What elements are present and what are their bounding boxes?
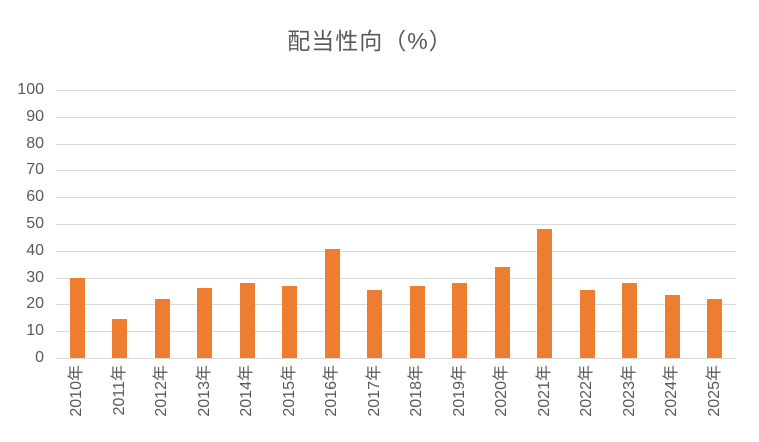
x-axis-tick-label: 2025年	[706, 365, 723, 417]
y-axis-tick-label: 70	[26, 161, 44, 178]
bar-2010[interactable]	[70, 278, 85, 358]
chart-title: 配当性向（%）	[287, 28, 453, 54]
x-axis-tick-label: 2017年	[366, 365, 383, 417]
x-axis-tick-label: 2020年	[493, 365, 510, 417]
x-axis-tick-label: 2018年	[408, 365, 425, 417]
y-axis-tick-label: 80	[26, 135, 44, 152]
bar-2025[interactable]	[707, 299, 722, 358]
bar-2013[interactable]	[197, 288, 212, 358]
y-axis-tick-label: 60	[26, 188, 44, 205]
gridline	[56, 224, 736, 225]
bar-2016[interactable]	[325, 249, 340, 358]
gridline	[56, 331, 736, 332]
y-axis-tick-label: 50	[26, 215, 44, 232]
bar-2017[interactable]	[367, 290, 382, 358]
bar-2024[interactable]	[665, 295, 680, 358]
x-axis-tick-label: 2021年	[536, 365, 553, 417]
x-axis-tick-label: 2024年	[663, 365, 680, 417]
bar-2014[interactable]	[240, 283, 255, 358]
gridline	[56, 278, 736, 279]
x-axis-tick-label: 2023年	[621, 365, 638, 417]
x-axis-tick-label: 2016年	[323, 365, 340, 417]
x-axis-tick-label: 2013年	[196, 365, 213, 417]
y-axis-tick-label: 10	[26, 322, 44, 339]
x-axis-tick-label: 2015年	[281, 365, 298, 417]
bar-2023[interactable]	[622, 283, 637, 358]
x-axis-tick-label: 2011年	[111, 365, 128, 416]
x-axis-tick-label: 2019年	[451, 365, 468, 417]
gridline	[56, 90, 736, 91]
y-axis-tick-label: 100	[17, 81, 44, 98]
bar-2021[interactable]	[537, 229, 552, 358]
x-axis-line	[56, 358, 736, 359]
x-axis-tick-label: 2014年	[238, 365, 255, 417]
gridline	[56, 117, 736, 118]
bar-2015[interactable]	[282, 286, 297, 358]
y-axis-tick-label: 20	[26, 295, 44, 312]
gridline	[56, 304, 736, 305]
x-axis-tick-label: 2010年	[68, 365, 85, 417]
x-axis-tick-label: 2022年	[578, 365, 595, 417]
gridline	[56, 170, 736, 171]
y-axis-tick-label: 40	[26, 242, 44, 259]
y-axis-tick-label: 30	[26, 269, 44, 286]
bar-2022[interactable]	[580, 290, 595, 358]
x-axis-tick-label: 2012年	[153, 365, 170, 417]
gridline	[56, 251, 736, 252]
bar-2018[interactable]	[410, 286, 425, 358]
y-axis-tick-label: 90	[26, 108, 44, 125]
bar-2019[interactable]	[452, 283, 467, 358]
gridline	[56, 197, 736, 198]
bar-2020[interactable]	[495, 267, 510, 358]
bar-2011[interactable]	[112, 319, 127, 358]
gridline	[56, 144, 736, 145]
y-axis-tick-label: 0	[35, 349, 44, 366]
bar-2012[interactable]	[155, 299, 170, 358]
